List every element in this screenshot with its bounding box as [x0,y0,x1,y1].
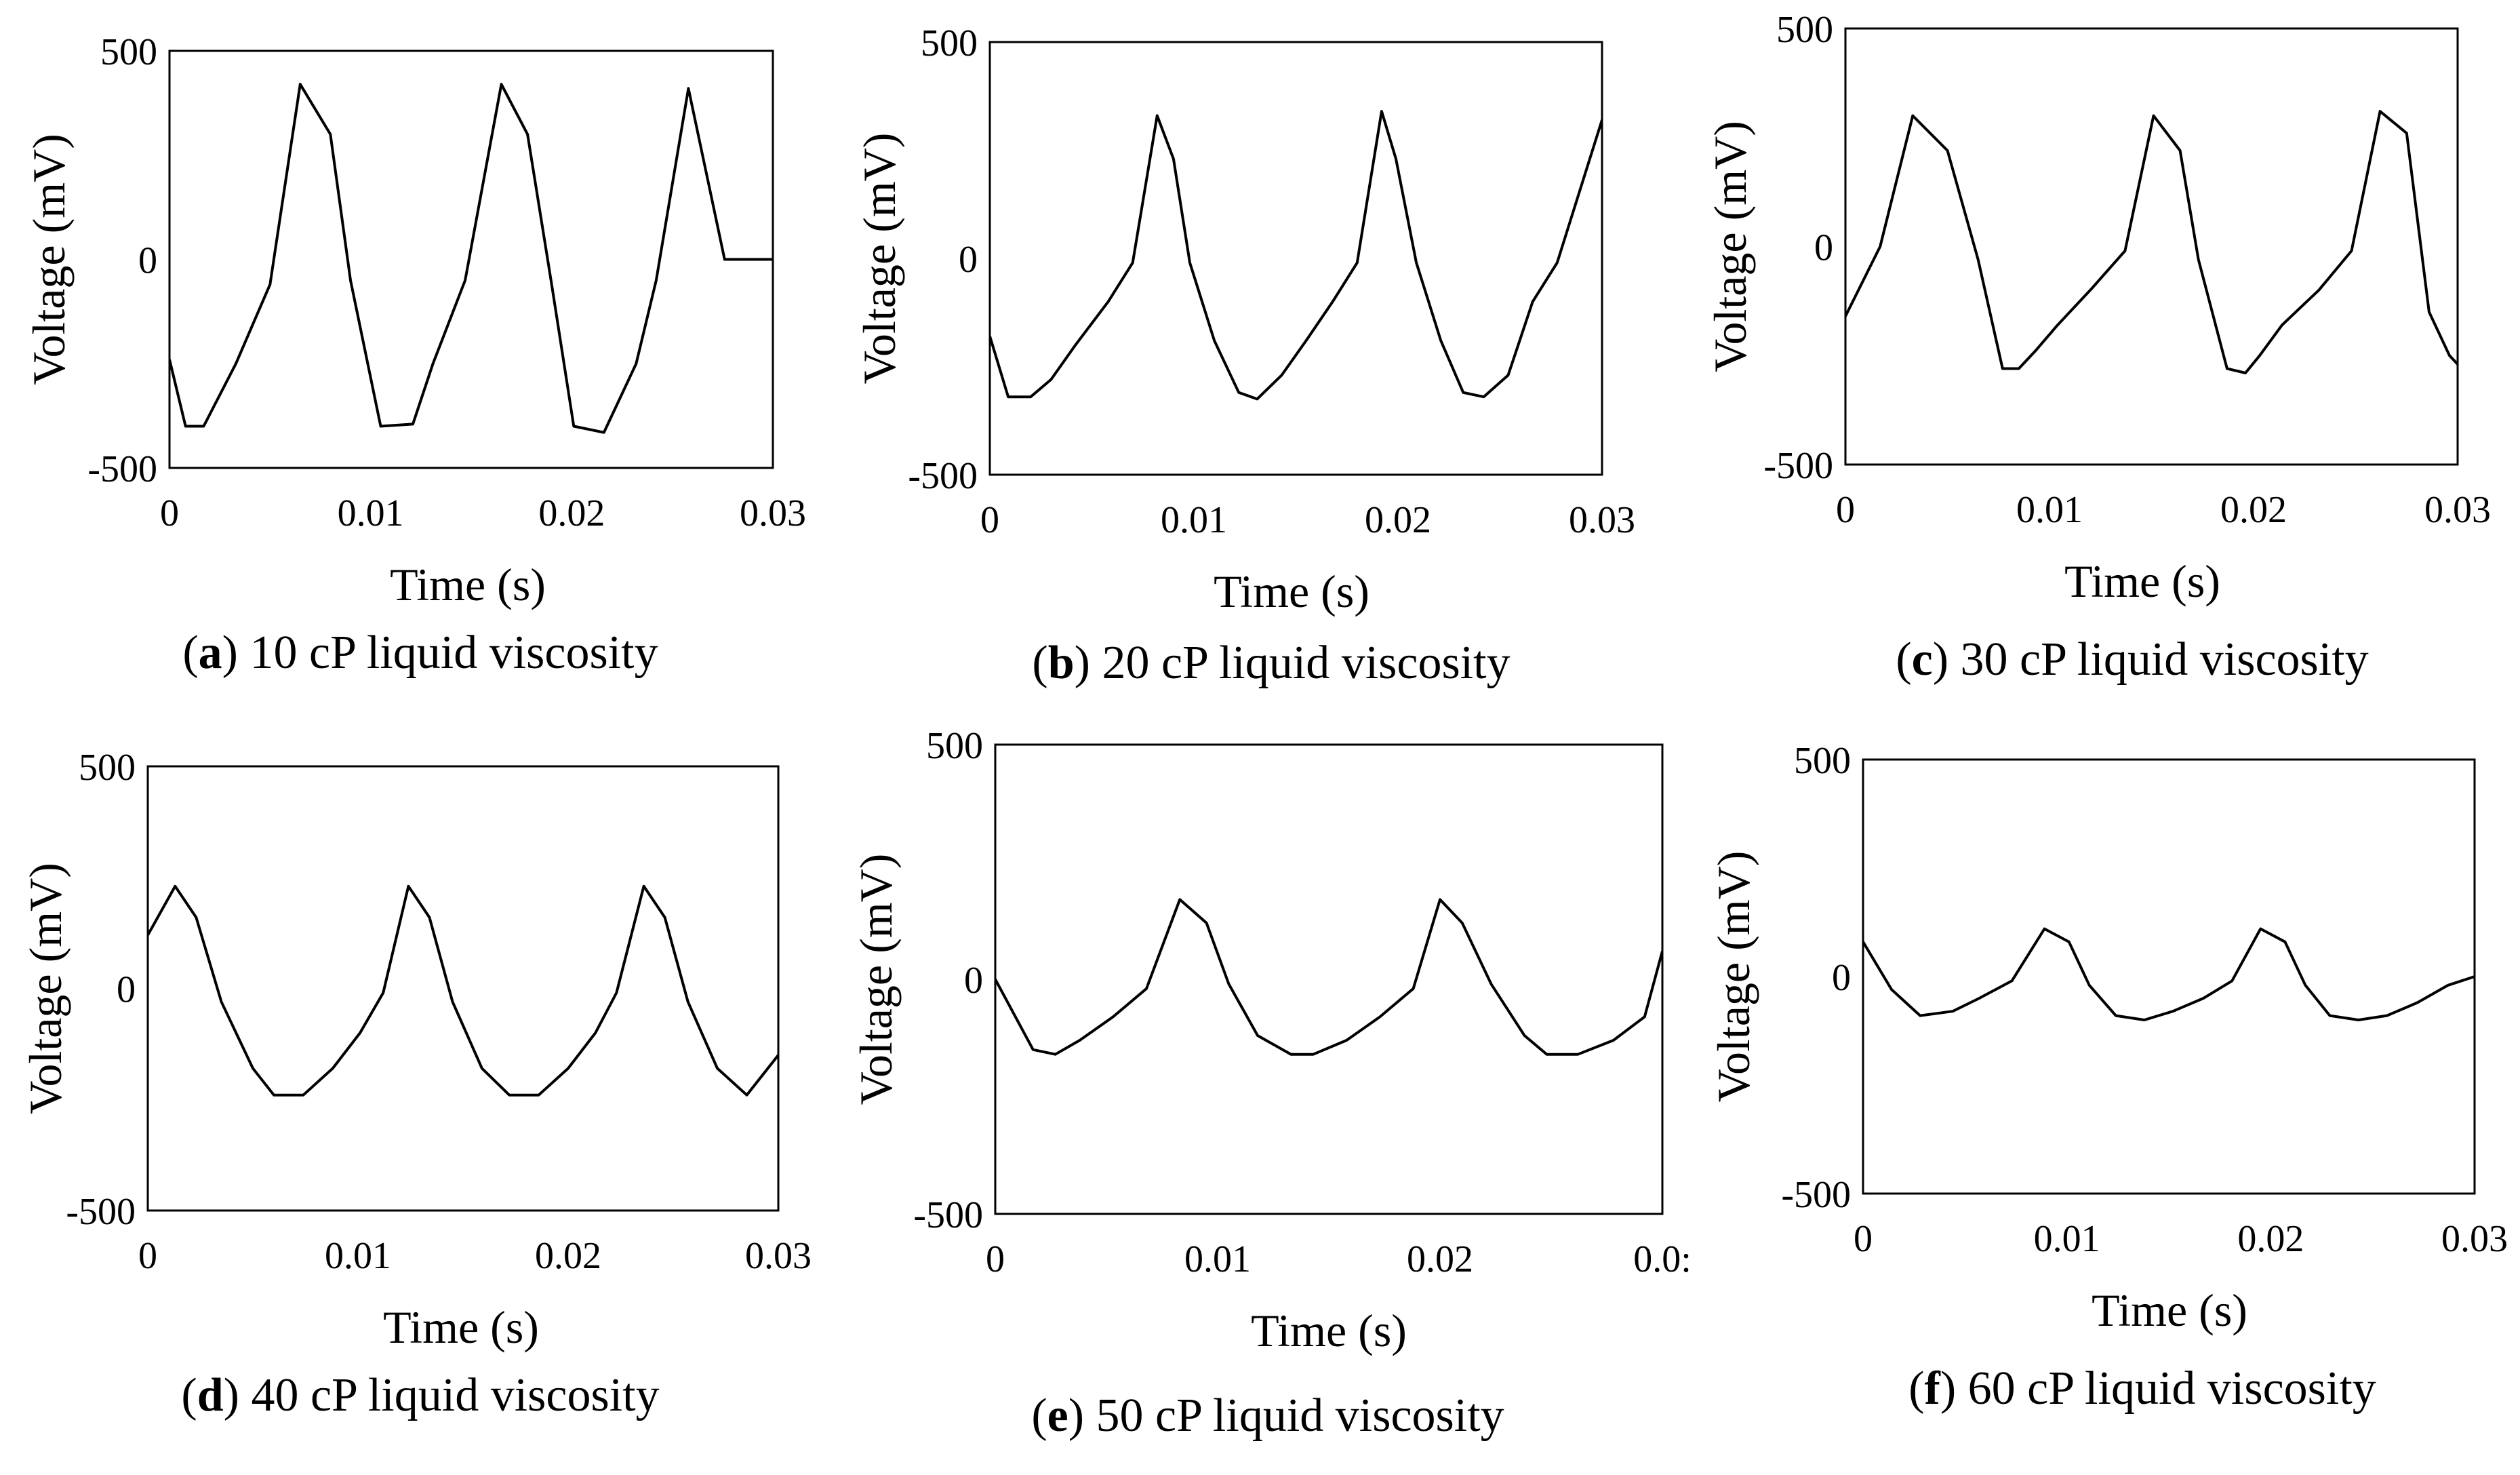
x-tick-label-a: 0 [160,492,179,534]
y-tick-label-a: -500 [87,448,157,490]
series-line-d [148,884,778,1097]
y-tick-label-b: -500 [908,455,978,497]
x-tick-label-d: 0.01 [325,1235,391,1277]
y-tick-label-c: 0 [1814,227,1833,269]
y-tick-label-f: 0 [1832,957,1851,999]
plot-frame-e [994,743,1664,1215]
plot-frame-c [1844,27,2459,466]
y-axis-label-f: Voltage (mV) [1708,851,1759,1103]
caption-text-f: 60 cP liquid viscosity [1956,1362,2376,1415]
panel-caption-a: (a) 10 cP liquid viscosity [182,627,658,679]
panel-caption-d: (d) 40 cP liquid viscosity [181,1369,659,1421]
y-axis-label-e: Voltage (mV) [850,854,902,1105]
x-tick-label-a: 0.03 [740,492,806,534]
x-tick-label-e: 0.01 [1184,1238,1251,1280]
caption-letter-c: c [1912,633,1933,686]
y-axis-label-a: Voltage (mV) [23,134,75,385]
caption-letter-b: b [1048,637,1075,689]
x-tick-label-c: 0.03 [2424,489,2491,531]
y-tick-label-e: 500 [926,725,983,767]
x-tick-label-a: 0.02 [538,492,605,534]
plot-frame-f [1862,758,2476,1195]
y-tick-label-e: -500 [913,1194,983,1236]
x-axis-label-c: Time (s) [2064,555,2220,607]
y-tick-label-d: -500 [66,1191,136,1233]
y-tick-label-f: 500 [1794,740,1851,782]
series-line-c [1845,110,2458,374]
x-tick-label-f: 0 [1854,1218,1873,1260]
panel-caption-e: (e) 50 cP liquid viscosity [1031,1390,1504,1442]
x-axis-label-e: Time (s) [1251,1305,1407,1356]
y-tick-label-c: -500 [1763,445,1833,487]
caption-text-d: 40 cP liquid viscosity [239,1369,660,1421]
x-tick-label-e: 0.0: [1633,1238,1692,1280]
caption-letter-d: d [197,1369,224,1421]
caption-letter-f: f [1925,1362,1941,1415]
x-tick-label-c: 0.02 [2220,489,2287,531]
caption-text-c: 30 cP liquid viscosity [1948,633,2369,686]
y-tick-label-e: 0 [964,960,983,1002]
series-line-a [169,83,773,434]
x-tick-label-b: 0.02 [1365,499,1431,541]
x-tick-label-f: 0.02 [2237,1218,2304,1260]
x-axis-label-b: Time (s) [1214,566,1369,617]
panel-caption-b: (b) 20 cP liquid viscosity [1032,637,1510,689]
x-axis-label-d: Time (s) [383,1301,539,1353]
x-tick-label-b: 0.03 [1569,499,1635,541]
y-tick-label-b: 0 [959,239,978,281]
panel-caption-c: (c) 30 cP liquid viscosity [1896,633,2368,686]
x-axis-label-f: Time (s) [2092,1284,2247,1336]
panel-caption-f: (f) 60 cP liquid viscosity [1908,1362,2376,1415]
y-axis-label-d: Voltage (mV) [20,863,71,1114]
caption-text-a: 10 cP liquid viscosity [238,627,658,679]
series-line-e [995,898,1662,1056]
y-tick-label-a: 0 [138,240,157,282]
series-line-b [990,110,1602,401]
y-tick-label-c: 500 [1776,9,1833,51]
plot-frame-b [988,41,1603,476]
plot-frame-d [146,765,780,1212]
caption-text-e: 50 cP liquid viscosity [1084,1390,1504,1442]
x-tick-label-d: 0.02 [535,1235,601,1277]
x-tick-label-e: 0.02 [1407,1238,1473,1280]
series-line-f [1863,927,2475,1021]
x-tick-label-e: 0 [986,1238,1005,1280]
x-tick-label-f: 0.03 [2441,1218,2508,1260]
x-tick-label-d: 0 [138,1235,157,1277]
x-tick-label-d: 0.03 [745,1235,812,1277]
y-axis-label-b: Voltage (mV) [854,133,905,385]
y-tick-label-f: -500 [1781,1174,1851,1216]
x-axis-label-a: Time (s) [390,559,546,610]
caption-letter-e: e [1047,1390,1068,1442]
y-tick-label-b: 500 [921,22,978,64]
y-tick-label-d: 500 [79,747,136,789]
x-tick-label-b: 0.01 [1161,499,1227,541]
x-tick-label-f: 0.01 [2034,1218,2100,1260]
x-tick-label-c: 0.01 [2016,489,2083,531]
x-tick-label-b: 0 [980,499,999,541]
x-tick-label-c: 0 [1836,489,1855,531]
y-tick-label-d: 0 [117,969,136,1011]
caption-letter-a: a [199,627,222,679]
plot-frame-a [168,50,774,469]
y-axis-label-c: Voltage (mV) [1704,121,1756,372]
x-tick-label-a: 0.01 [338,492,404,534]
y-tick-label-a: 500 [100,31,157,73]
caption-text-b: 20 cP liquid viscosity [1090,637,1511,689]
